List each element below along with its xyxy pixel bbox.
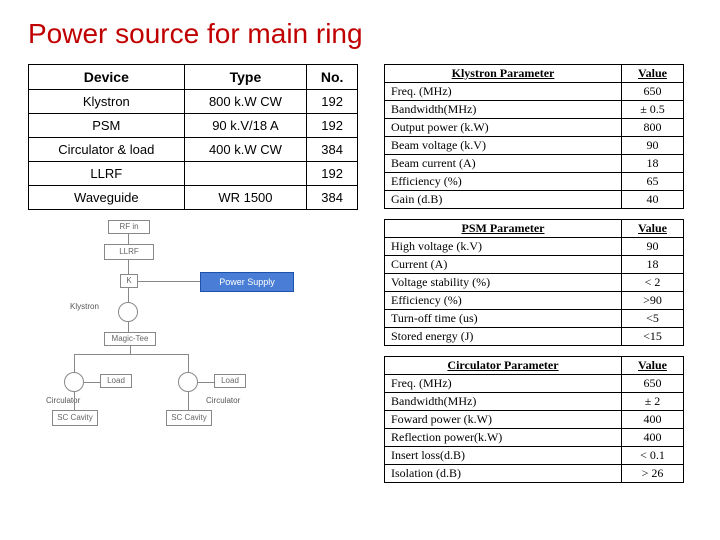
table-row: Isolation (d.B)> 26 (385, 465, 684, 483)
table-row: Freq. (MHz)650 (385, 375, 684, 393)
table-row: Efficiency (%)65 (385, 173, 684, 191)
circulator-right-icon (178, 372, 198, 392)
device-table-header: Type (184, 65, 307, 90)
klystron-icon (118, 302, 138, 322)
table-row: Current (A)18 (385, 256, 684, 274)
table-row: Freq. (MHz)650 (385, 83, 684, 101)
device-table: DeviceTypeNo. Klystron800 k.W CW192PSM90… (28, 64, 358, 210)
kly-header-val: Value (622, 65, 684, 83)
power-supply-box: Power Supply (200, 272, 294, 292)
table-row: Efficiency (%)>90 (385, 292, 684, 310)
load-left-box: Load (100, 374, 132, 388)
circulator-right-label: Circulator (206, 396, 240, 405)
sc-cavity-left: SC Cavity (52, 410, 98, 426)
klystron-label: Klystron (70, 302, 99, 311)
table-row: WaveguideWR 1500384 (29, 186, 358, 210)
block-diagram: RF in LLRF K Power Supply Klystron Magic… (28, 220, 348, 450)
table-row: Turn-off time (us)<5 (385, 310, 684, 328)
table-row: Foward power (k.W)400 (385, 411, 684, 429)
psm-header-val: Value (622, 220, 684, 238)
kly-header-param: Klystron Parameter (385, 65, 622, 83)
table-row: Beam current (A)18 (385, 155, 684, 173)
table-row: LLRF192 (29, 162, 358, 186)
circulator-param-table: Circulator Parameter Value Freq. (MHz)65… (384, 356, 684, 483)
load-right-box: Load (214, 374, 246, 388)
circulator-left-label: Circulator (46, 396, 80, 405)
table-row: Voltage stability (%)< 2 (385, 274, 684, 292)
table-row: Circulator & load400 k.W CW384 (29, 138, 358, 162)
psm-param-table: PSM Parameter Value High voltage (k.V)90… (384, 219, 684, 346)
device-table-header: Device (29, 65, 185, 90)
table-row: PSM90 k.V/18 A192 (29, 114, 358, 138)
table-row: High voltage (k.V)90 (385, 238, 684, 256)
circ-header-param: Circulator Parameter (385, 357, 622, 375)
k-box: K (120, 274, 138, 288)
table-row: Stored energy (J)<15 (385, 328, 684, 346)
llrf-box: LLRF (104, 244, 154, 260)
table-row: Bandwidth(MHz)± 2 (385, 393, 684, 411)
sc-cavity-right: SC Cavity (166, 410, 212, 426)
rfin-box: RF in (108, 220, 150, 234)
device-table-header: No. (307, 65, 358, 90)
klystron-param-table: Klystron Parameter Value Freq. (MHz)650B… (384, 64, 684, 209)
circ-header-val: Value (622, 357, 684, 375)
psm-header-param: PSM Parameter (385, 220, 622, 238)
circulator-left-icon (64, 372, 84, 392)
table-row: Beam voltage (k.V)90 (385, 137, 684, 155)
table-row: Bandwidth(MHz)± 0.5 (385, 101, 684, 119)
magic-tee-box: Magic-Tee (104, 332, 156, 346)
table-row: Output power (k.W)800 (385, 119, 684, 137)
page-title: Power source for main ring (28, 18, 692, 50)
table-row: Insert loss(d.B)< 0.1 (385, 447, 684, 465)
table-row: Klystron800 k.W CW192 (29, 90, 358, 114)
table-row: Gain (d.B)40 (385, 191, 684, 209)
table-row: Reflection power(k.W)400 (385, 429, 684, 447)
